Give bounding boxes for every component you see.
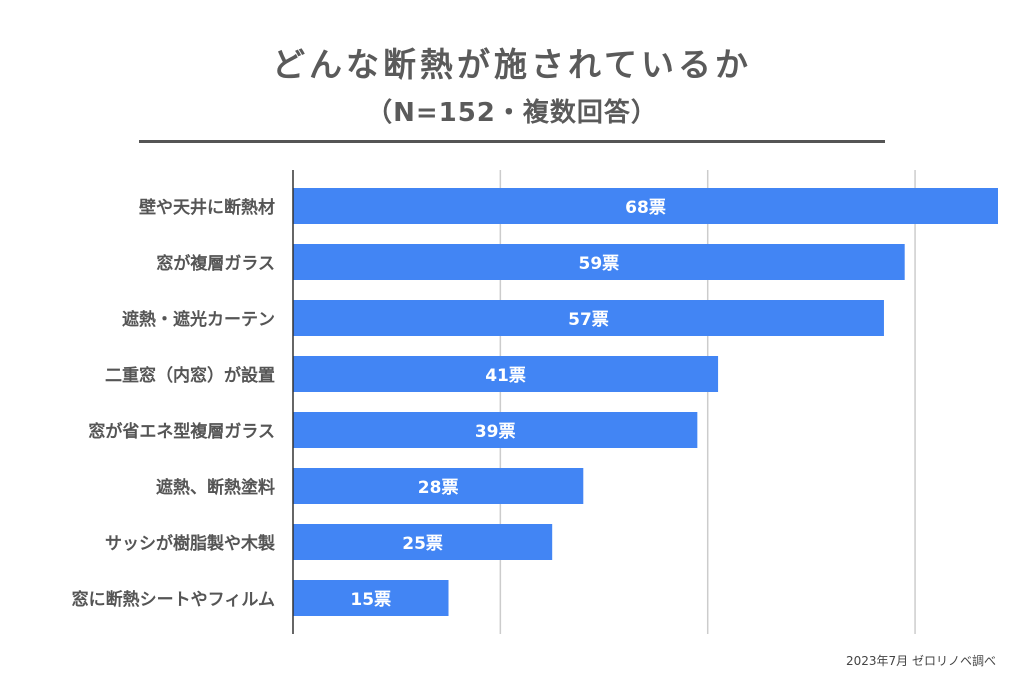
category-label-3: 二重窓（内窓）が設置 bbox=[105, 365, 275, 386]
chart-subtitle: （N=152・複数回答） bbox=[366, 98, 658, 128]
title-divider bbox=[139, 140, 885, 143]
category-label-2: 遮熱・遮光カーテン bbox=[122, 309, 275, 330]
bar-value-label-2: 57票 bbox=[568, 310, 609, 330]
bar-2 bbox=[293, 300, 884, 336]
bar-value-label-6: 25票 bbox=[402, 534, 443, 554]
bar-7 bbox=[293, 580, 449, 616]
category-label-0: 壁や天井に断熱材 bbox=[139, 197, 275, 218]
category-label-6: サッシが樹脂製や木製 bbox=[105, 533, 275, 554]
bar-value-label-1: 59票 bbox=[579, 254, 620, 274]
bar-3 bbox=[293, 356, 719, 392]
category-label-5: 遮熱、断熱塗料 bbox=[156, 477, 275, 498]
bar-0 bbox=[293, 188, 998, 224]
chart-title: どんな断熱が施されているか bbox=[271, 45, 752, 84]
bar-4 bbox=[293, 412, 698, 448]
category-label-7: 窓に断熱シートやフィルム bbox=[72, 589, 275, 610]
category-label-1: 窓が複層ガラス bbox=[156, 253, 275, 274]
bar-value-label-7: 15票 bbox=[350, 590, 391, 610]
bar-6 bbox=[293, 524, 553, 560]
bar-value-label-0: 68票 bbox=[625, 198, 666, 218]
bar-5 bbox=[293, 468, 584, 504]
source-note: 2023年7月 ゼロリノベ調べ bbox=[846, 654, 996, 668]
bar-value-label-5: 28票 bbox=[418, 478, 459, 498]
category-label-4: 窓が省エネ型複層ガラス bbox=[88, 421, 275, 442]
bar-1 bbox=[293, 244, 905, 280]
bar-value-label-4: 39票 bbox=[475, 422, 516, 442]
bar-value-label-3: 41票 bbox=[485, 366, 526, 386]
